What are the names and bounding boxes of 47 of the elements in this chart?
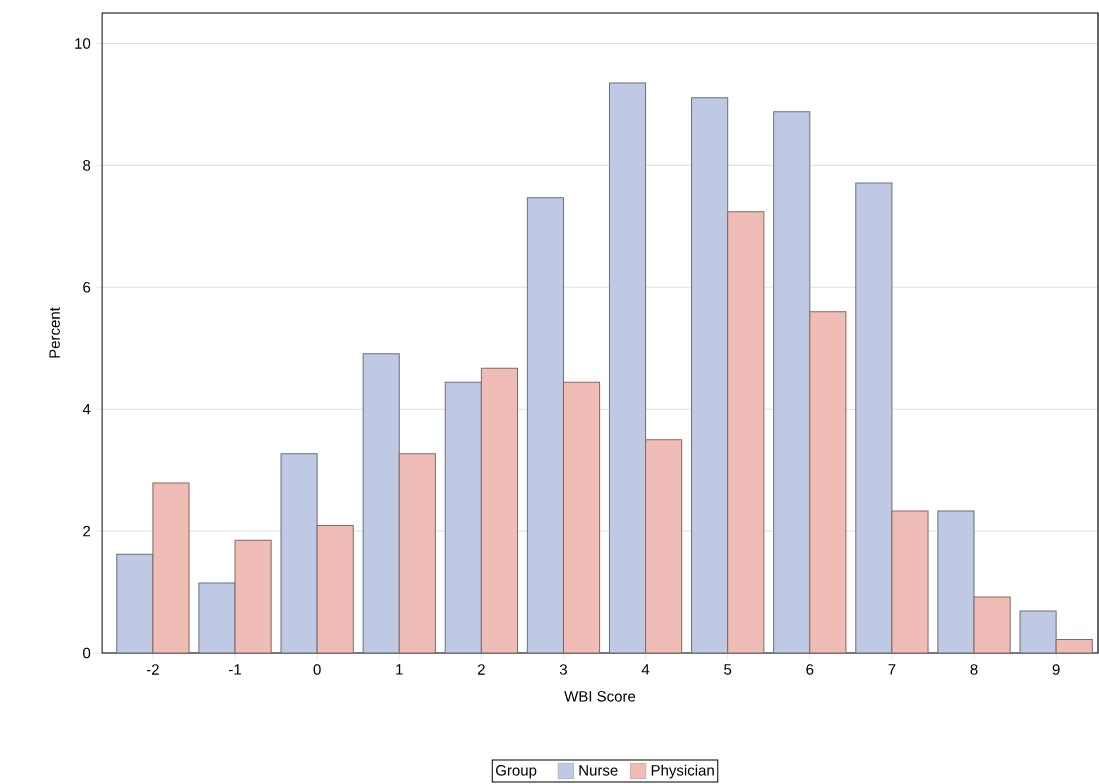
- y-axis-title: Percent: [49, 307, 60, 358]
- bar: [727, 211, 765, 654]
- x-tick-label: 4: [641, 664, 650, 675]
- x-tick-label: 1: [396, 664, 403, 675]
- x-tick-label: 3: [559, 664, 567, 675]
- x-tick-label: 6: [806, 664, 814, 675]
- bar: [362, 353, 400, 654]
- bar: [316, 525, 354, 654]
- bar: [1019, 610, 1057, 654]
- legend-label: Physician: [651, 764, 714, 779]
- y-tick-label: 8: [83, 160, 91, 171]
- y-tick-label: 4: [82, 404, 91, 415]
- bar: [773, 111, 811, 654]
- x-tick-label: 7: [888, 664, 896, 675]
- bar: [691, 97, 729, 654]
- y-tick-label: 0: [83, 647, 91, 659]
- x-tick-label: 8: [970, 664, 978, 675]
- bar: [444, 381, 482, 654]
- bar: [480, 367, 518, 654]
- bar: [973, 596, 1011, 654]
- legend-label: Nurse: [579, 765, 618, 776]
- x-tick-label: -2: [146, 664, 159, 675]
- x-tick-label: 2: [477, 664, 485, 675]
- bar: [398, 453, 436, 654]
- x-tick-label: -1: [229, 664, 241, 675]
- bar: [809, 311, 847, 654]
- x-tick-label: 9: [1052, 664, 1060, 675]
- bar: [116, 553, 154, 654]
- bar: [937, 510, 975, 654]
- x-tick-label: 5: [724, 664, 732, 675]
- bar: [234, 539, 272, 654]
- bar: [1055, 639, 1093, 654]
- y-tick-label: 2: [83, 525, 91, 537]
- bar: [280, 453, 318, 654]
- bar: [608, 82, 647, 654]
- legend-title: Group: [496, 765, 537, 779]
- bar: [526, 197, 564, 654]
- bar: [198, 582, 236, 654]
- y-tick-label: 6: [83, 281, 91, 293]
- bar: [562, 381, 601, 654]
- bar: [891, 510, 929, 654]
- x-axis-title: WBI Score: [564, 691, 636, 702]
- bar: [645, 439, 683, 654]
- y-tick-label: 10: [75, 38, 91, 49]
- x-tick-label: 0: [313, 664, 321, 675]
- bar: [152, 482, 190, 654]
- bar: [855, 182, 893, 654]
